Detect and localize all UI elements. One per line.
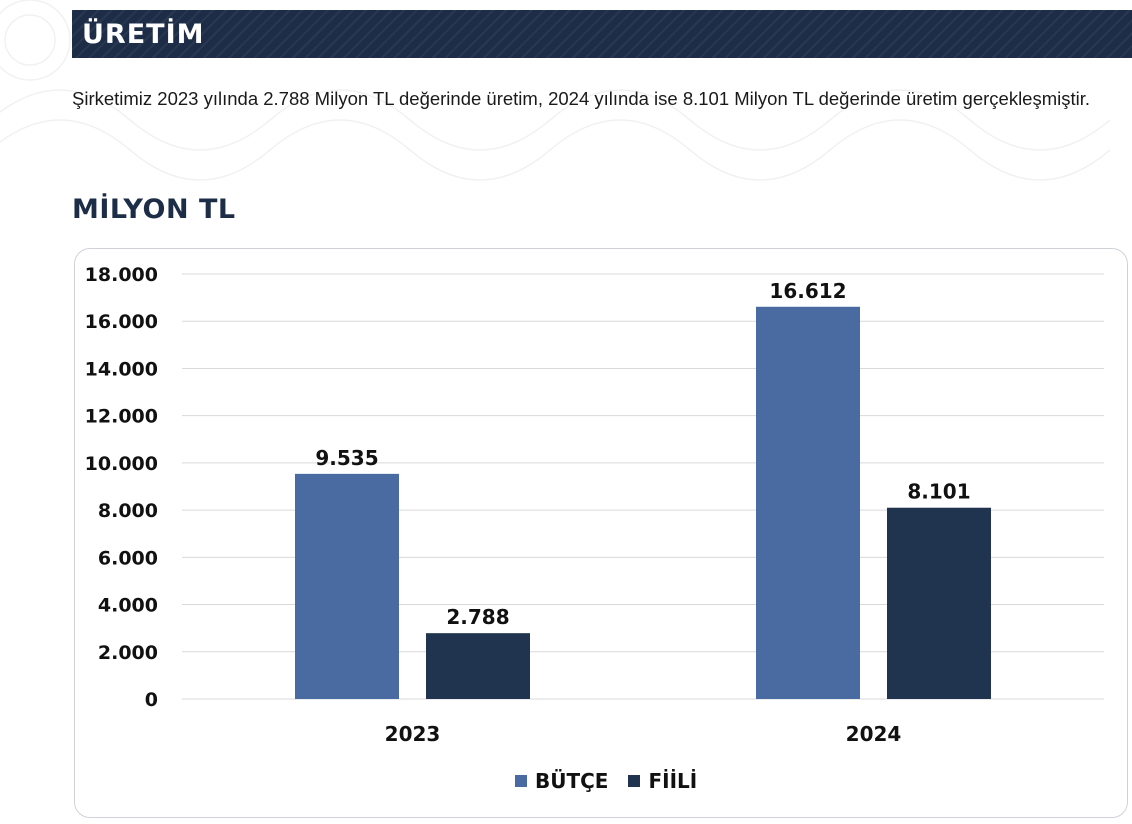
page-title: ÜRETİM [82, 19, 205, 50]
y-tick-label: 2.000 [98, 642, 158, 664]
chart-heading: MİLYON TL [72, 194, 236, 225]
data-label: 9.535 [315, 446, 378, 470]
x-tick-label: 2023 [385, 722, 441, 746]
y-tick-label: 6.000 [98, 547, 158, 569]
bar-bütçe-2024 [756, 306, 860, 699]
bar-bütçe-2023 [295, 473, 399, 699]
data-label: 2.788 [446, 605, 509, 629]
legend-item-butce: BÜTÇE [515, 769, 608, 793]
y-tick-label: 18.000 [85, 264, 158, 286]
y-tick-label: 8.000 [98, 500, 158, 522]
y-tick-label: 10.000 [85, 453, 158, 475]
y-tick-label: 12.000 [85, 406, 158, 428]
section-banner: ÜRETİM [72, 10, 1132, 58]
y-tick-label: 16.000 [85, 311, 158, 333]
chart-legend: BÜTÇE FİİLİ [515, 769, 717, 793]
legend-swatch-butce [515, 775, 527, 787]
y-tick-label: 4.000 [98, 595, 158, 617]
y-tick-label: 14.000 [85, 358, 158, 380]
data-label: 16.612 [769, 279, 846, 303]
intro-paragraph: Şirketimiz 2023 yılında 2.788 Milyon TL … [72, 88, 1091, 109]
bar-fi̇i̇li̇-2024 [887, 507, 991, 699]
legend-item-fiili: FİİLİ [628, 769, 697, 793]
bar-fi̇i̇li̇-2023 [426, 633, 530, 699]
legend-label-fiili: FİİLİ [648, 769, 698, 793]
data-label: 8.101 [907, 480, 970, 504]
x-tick-label: 2024 [846, 722, 902, 746]
legend-swatch-fiili [628, 775, 641, 787]
y-tick-label: 0 [145, 689, 158, 711]
legend-label-butce: BÜTÇE [535, 769, 609, 793]
